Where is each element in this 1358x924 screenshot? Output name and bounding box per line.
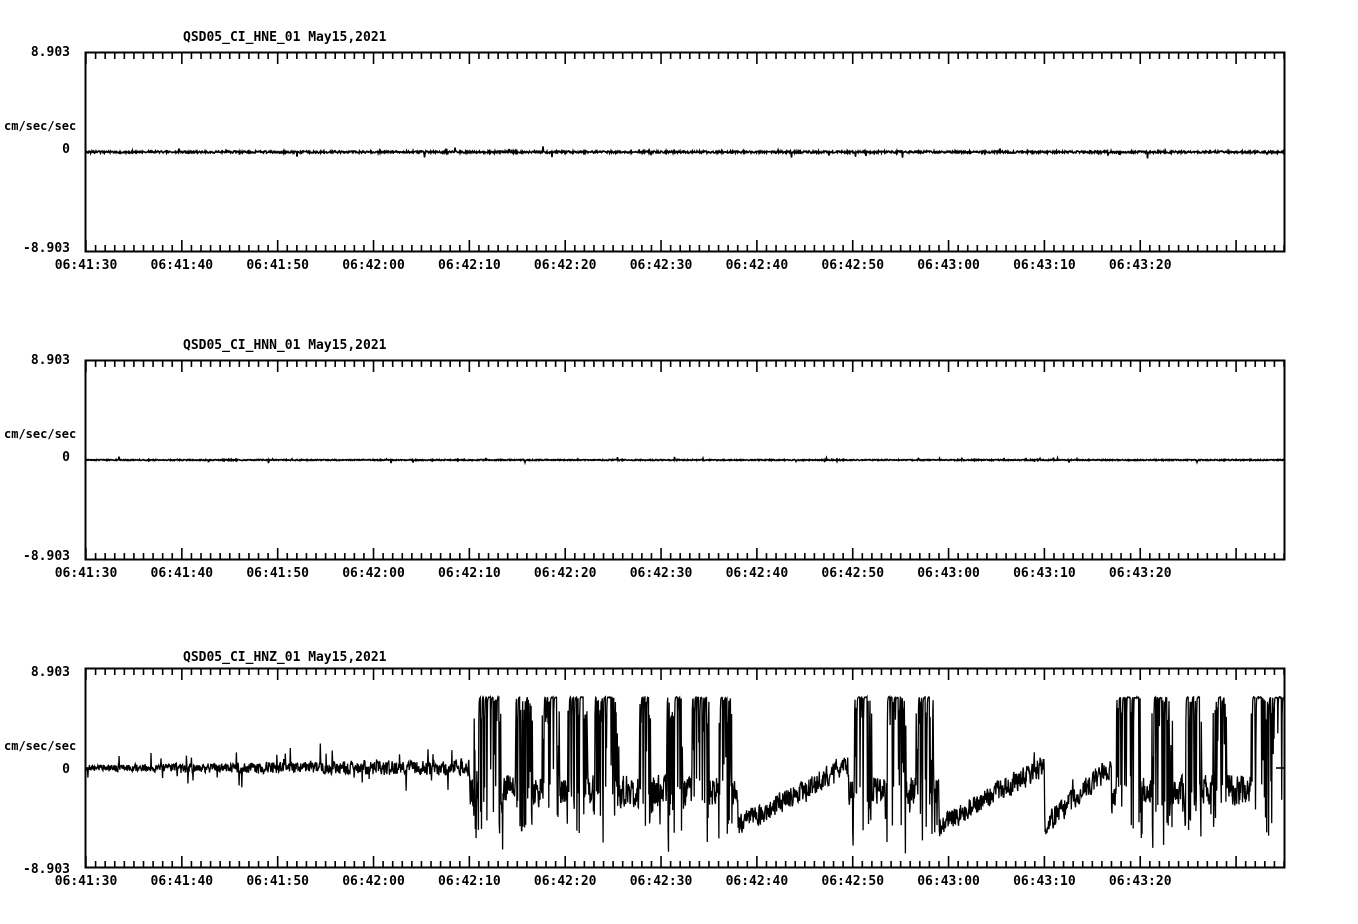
xtick-label-hnz: 06:41:40 xyxy=(150,874,214,889)
plot-area-hnz xyxy=(84,667,1286,869)
xtick-label-hnz: 06:41:50 xyxy=(246,874,309,889)
xtick-label-hnn: 06:42:40 xyxy=(725,566,789,581)
ytick-top-hnn: 8.903 xyxy=(30,353,70,368)
trace-hnn xyxy=(85,455,1285,466)
xtick-label-hne: 06:42:10 xyxy=(438,258,501,273)
xtick-label-hnn: 06:42:50 xyxy=(821,566,885,581)
xtick-label-hne: 06:41:50 xyxy=(246,258,309,273)
xtick-label-hnz: 06:43:20 xyxy=(1108,874,1172,889)
xtick-label-hne: 06:43:00 xyxy=(917,258,980,273)
xtick-label-hne: 06:41:40 xyxy=(150,258,214,273)
xtick-label-hnn: 06:41:40 xyxy=(150,566,214,581)
xtick-label-hne: 06:42:30 xyxy=(629,258,693,273)
ytick-bottom-hnn: -8.903 xyxy=(23,549,70,564)
trace-hnz xyxy=(85,694,1285,854)
xtick-label-hnz: 06:41:30 xyxy=(54,874,118,889)
trace-hne xyxy=(85,146,1285,159)
ytick-bottom-hne: -8.903 xyxy=(23,241,70,256)
xtick-label-hne: 06:42:20 xyxy=(533,258,597,273)
xtick-label-hnz: 06:42:40 xyxy=(725,874,789,889)
panel-title-hnn: QSD05_CI_HNN_01 May15,2021 xyxy=(183,338,387,353)
axis-ticks-hne xyxy=(85,53,1285,251)
xtick-label-hnz: 06:42:10 xyxy=(438,874,501,889)
panel-hne: QSD05_CI_HNE_01 May15,2021 8.903 cm/sec/… xyxy=(0,0,1358,300)
axis-ticks-hnn xyxy=(85,361,1285,559)
xtick-label-hnz: 06:43:10 xyxy=(1013,874,1076,889)
panel-hnz: QSD05_CI_HNZ_01 May15,2021 8.903 cm/sec/… xyxy=(0,610,1358,924)
panel-title-hne: QSD05_CI_HNE_01 May15,2021 xyxy=(183,30,387,45)
xtick-label-hne: 06:42:40 xyxy=(725,258,789,273)
yaxis-label-hnn: cm/sec/sec xyxy=(4,427,77,441)
xtick-label-hne: 06:42:50 xyxy=(821,258,885,273)
plot-area-hne xyxy=(84,51,1286,253)
yaxis-label-hnz: cm/sec/sec xyxy=(4,739,77,753)
xtick-label-hne: 06:42:00 xyxy=(342,258,405,273)
ytick-bottom-hnz: -8.903 xyxy=(23,862,70,877)
xtick-label-hnn: 06:42:00 xyxy=(342,566,405,581)
xtick-label-hnn: 06:43:00 xyxy=(917,566,980,581)
xtick-label-hnn: 06:43:10 xyxy=(1013,566,1076,581)
panel-title-hnz: QSD05_CI_HNZ_01 May15,2021 xyxy=(183,650,387,665)
ytick-mid-hne: 0 xyxy=(62,142,70,157)
xtick-label-hnz: 06:43:00 xyxy=(917,874,980,889)
axis-ticks-hnz xyxy=(85,669,1285,867)
axis-frame-hnz xyxy=(84,667,1286,869)
xtick-label-hne: 06:43:10 xyxy=(1013,258,1076,273)
axis-frame-hnn xyxy=(84,359,1286,561)
xtick-label-hnn: 06:42:10 xyxy=(438,566,501,581)
xtick-label-hnn: 06:42:20 xyxy=(533,566,597,581)
ytick-mid-hnz: 0 xyxy=(62,762,70,777)
xtick-label-hnn: 06:41:50 xyxy=(246,566,309,581)
xtick-label-hnz: 06:42:20 xyxy=(533,874,597,889)
xtick-label-hnz: 06:42:50 xyxy=(821,874,885,889)
xtick-label-hnn: 06:43:20 xyxy=(1108,566,1172,581)
xtick-label-hnz: 06:42:30 xyxy=(629,874,693,889)
xtick-label-hnz: 06:42:00 xyxy=(342,874,405,889)
xtick-label-hne: 06:43:20 xyxy=(1108,258,1172,273)
xtick-label-hnn: 06:42:30 xyxy=(629,566,693,581)
plot-area-hnn xyxy=(84,359,1286,561)
panel-hnn: QSD05_CI_HNN_01 May15,2021 8.903 cm/sec/… xyxy=(0,305,1358,605)
xtick-label-hne: 06:41:30 xyxy=(54,258,118,273)
ytick-top-hne: 8.903 xyxy=(30,45,70,60)
ytick-mid-hnn: 0 xyxy=(62,450,70,465)
ytick-top-hnz: 8.903 xyxy=(30,665,70,680)
xtick-label-hnn: 06:41:30 xyxy=(54,566,118,581)
yaxis-label-hne: cm/sec/sec xyxy=(4,119,77,133)
